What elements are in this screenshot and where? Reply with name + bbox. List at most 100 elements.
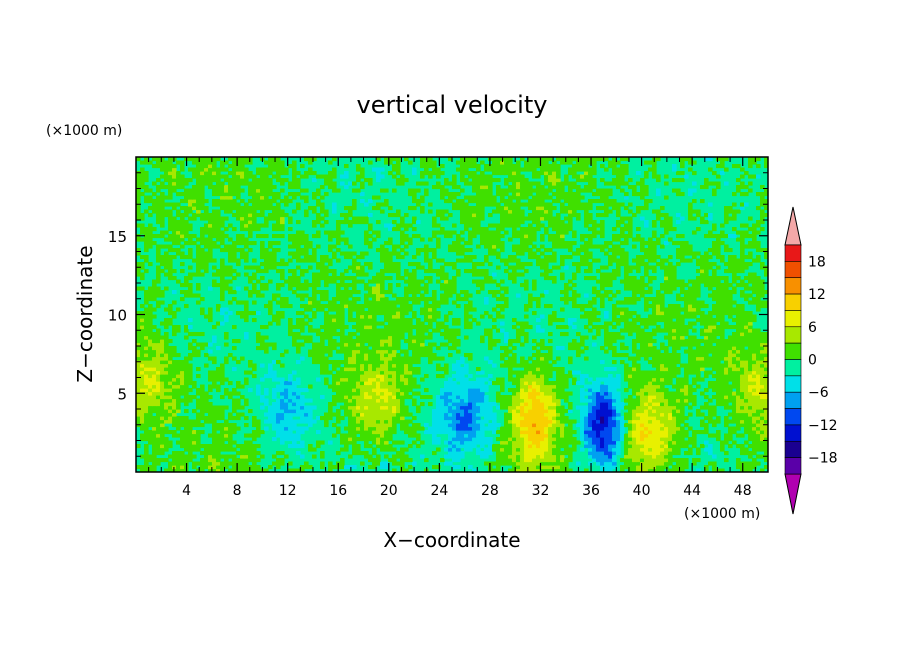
field-cell bbox=[652, 426, 657, 431]
field-cell bbox=[444, 325, 449, 330]
field-cell bbox=[660, 342, 665, 347]
field-cell bbox=[296, 346, 301, 351]
field-cell bbox=[616, 335, 621, 340]
field-cell bbox=[552, 468, 557, 472]
field-cell bbox=[684, 416, 689, 421]
field-cell bbox=[424, 395, 429, 400]
field-cell bbox=[680, 377, 685, 382]
field-cell bbox=[716, 307, 721, 312]
field-cell bbox=[280, 384, 285, 389]
field-cell bbox=[164, 419, 169, 424]
field-cell bbox=[416, 437, 421, 442]
field-cell bbox=[660, 304, 665, 309]
field-cell bbox=[476, 391, 481, 396]
field-cell bbox=[556, 346, 561, 351]
field-cell bbox=[656, 318, 661, 323]
field-cell bbox=[608, 388, 613, 393]
field-cell bbox=[204, 454, 209, 459]
field-cell bbox=[624, 377, 629, 382]
field-cell bbox=[396, 321, 401, 326]
field-cell bbox=[228, 412, 233, 417]
field-cell bbox=[384, 409, 389, 414]
field-cell bbox=[656, 356, 661, 361]
field-cell bbox=[652, 458, 657, 463]
field-cell bbox=[748, 454, 753, 459]
field-cell bbox=[484, 388, 489, 393]
field-cell bbox=[664, 377, 669, 382]
field-cell bbox=[276, 412, 281, 417]
field-cell bbox=[508, 454, 513, 459]
field-cell bbox=[304, 335, 309, 340]
field-cell bbox=[376, 384, 381, 389]
field-cell bbox=[616, 426, 621, 431]
field-cell bbox=[324, 363, 329, 368]
field-cell bbox=[444, 461, 449, 466]
field-cell bbox=[384, 297, 389, 302]
field-cell bbox=[416, 339, 421, 344]
field-cell bbox=[212, 377, 217, 382]
field-cell bbox=[444, 370, 449, 375]
field-cell bbox=[436, 419, 441, 424]
field-cell bbox=[200, 423, 205, 428]
field-cell bbox=[728, 360, 733, 365]
field-cell bbox=[152, 325, 157, 330]
field-cell bbox=[252, 451, 257, 456]
field-cell bbox=[304, 388, 309, 393]
field-cell bbox=[388, 398, 393, 403]
field-cell bbox=[664, 321, 669, 326]
field-cell bbox=[384, 318, 389, 323]
field-cell bbox=[200, 416, 205, 421]
field-cell bbox=[500, 398, 505, 403]
field-cell bbox=[540, 405, 545, 410]
field-cell bbox=[428, 426, 433, 431]
field-cell bbox=[348, 423, 353, 428]
field-cell bbox=[172, 328, 177, 333]
field-cell bbox=[196, 423, 201, 428]
field-cell bbox=[260, 325, 265, 330]
field-cell bbox=[516, 381, 521, 386]
field-cell bbox=[156, 381, 161, 386]
field-cell bbox=[324, 423, 329, 428]
field-cell bbox=[352, 346, 357, 351]
field-cell bbox=[184, 370, 189, 375]
field-cell bbox=[672, 321, 677, 326]
field-cell bbox=[600, 398, 605, 403]
field-cell bbox=[444, 367, 449, 372]
field-cell bbox=[520, 360, 525, 365]
field-cell bbox=[268, 342, 273, 347]
field-cell bbox=[524, 412, 529, 417]
field-cell bbox=[492, 461, 497, 466]
field-cell bbox=[416, 405, 421, 410]
field-cell bbox=[260, 363, 265, 368]
field-cell bbox=[628, 465, 633, 470]
field-cell bbox=[492, 318, 497, 323]
field-cell bbox=[584, 433, 589, 438]
field-cell bbox=[452, 342, 457, 347]
field-cell bbox=[472, 398, 477, 403]
field-cell bbox=[400, 360, 405, 365]
field-cell bbox=[596, 430, 601, 435]
field-cell bbox=[736, 461, 741, 466]
field-cell bbox=[580, 426, 585, 431]
field-cell bbox=[676, 419, 681, 424]
field-cell bbox=[532, 311, 537, 316]
field-cell bbox=[340, 384, 345, 389]
field-cell bbox=[476, 367, 481, 372]
field-cell bbox=[472, 416, 477, 421]
field-cell bbox=[652, 356, 657, 361]
field-cell bbox=[216, 321, 221, 326]
field-cell bbox=[632, 447, 637, 452]
field-cell bbox=[364, 398, 369, 403]
field-cell bbox=[368, 419, 373, 424]
field-cell bbox=[520, 363, 525, 368]
field-cell bbox=[372, 391, 377, 396]
field-cell bbox=[476, 419, 481, 424]
field-cell bbox=[248, 465, 253, 470]
field-cell bbox=[476, 384, 481, 389]
field-cell bbox=[408, 444, 413, 449]
field-cell bbox=[524, 461, 529, 466]
field-cell bbox=[644, 461, 649, 466]
field-cell bbox=[660, 381, 665, 386]
field-cell bbox=[608, 321, 613, 326]
field-cell bbox=[760, 440, 765, 445]
